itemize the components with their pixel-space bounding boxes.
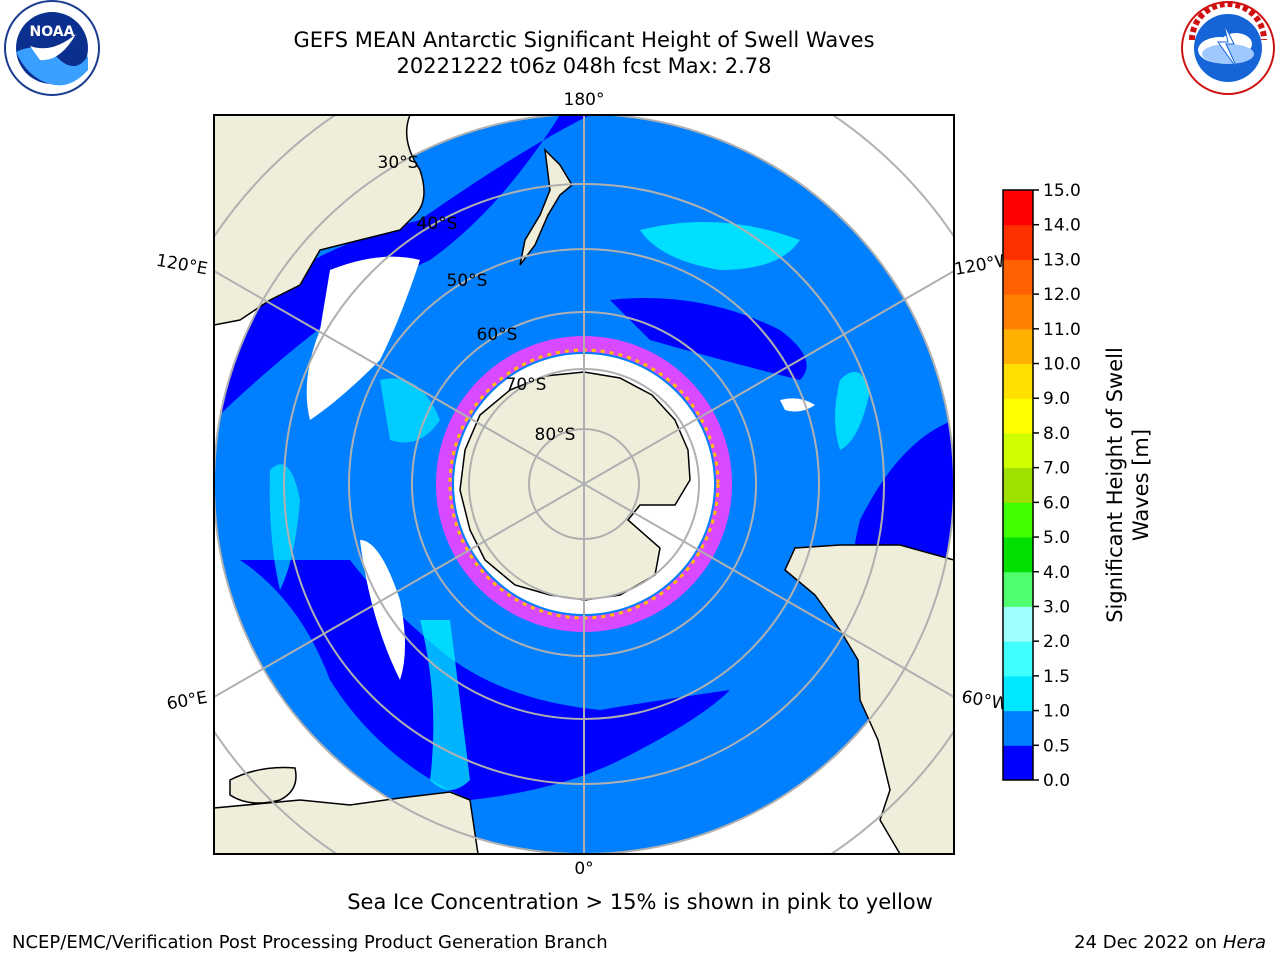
lat-label-50s: 50°S bbox=[447, 271, 488, 291]
colorbar-swatch bbox=[1003, 224, 1033, 260]
lat-label-40s: 40°S bbox=[417, 214, 458, 234]
no-data-patch bbox=[306, 256, 420, 420]
lon-label-180: 180° bbox=[564, 90, 605, 110]
graticule bbox=[214, 115, 954, 854]
colorbar-label-line1: Significant Height of Swell bbox=[1103, 347, 1127, 623]
madagascar-land bbox=[229, 766, 297, 804]
colorbar-swatch bbox=[1003, 190, 1033, 226]
colorbar-swatch bbox=[1003, 745, 1033, 781]
colorbar-tick-label: 11.0 bbox=[1043, 320, 1081, 340]
colorbar-tick-label: 4.0 bbox=[1043, 563, 1070, 583]
colorbar-tick-label: 1.5 bbox=[1043, 667, 1070, 687]
colorbar-swatch bbox=[1003, 432, 1033, 469]
colorbar-swatch bbox=[1003, 259, 1033, 295]
colorbar-tick-label: 12.0 bbox=[1043, 285, 1081, 305]
chart-title: GEFS MEAN Antarctic Significant Height o… bbox=[293, 28, 875, 52]
colorbar-tick-label: 5.0 bbox=[1043, 528, 1070, 548]
footer-date-text: 24 Dec 2022 on bbox=[1074, 932, 1218, 953]
colorbar-ticks: 0.0 0.5 1.0 1.5 2.0 3.0 4.0 5.0 6.0 7.0 8.0 9.0 10.0… bbox=[1033, 181, 1081, 791]
colorbar-swatch bbox=[1003, 398, 1033, 434]
map-frame bbox=[213, 114, 955, 855]
lat-label-60s: 60°S bbox=[477, 325, 518, 345]
lon-label-120e: 120°E bbox=[155, 251, 209, 280]
colorbar-swatch bbox=[1003, 675, 1033, 712]
colorbar-tick-label: 6.0 bbox=[1043, 493, 1070, 513]
swell-band-high bbox=[640, 222, 800, 270]
colorbar-swatch bbox=[1003, 606, 1033, 642]
colorbar-frame bbox=[1002, 189, 1034, 781]
colorbar: 0.0 0.5 1.0 1.5 2.0 3.0 4.0 5.0 6.0 7.0 8.0 9.0 10.0… bbox=[1002, 181, 1153, 791]
lat-label-70s: 70°S bbox=[506, 375, 547, 395]
colorbar-tick-label: 1.0 bbox=[1043, 702, 1070, 722]
colorbar-tick-label: 0.5 bbox=[1043, 736, 1070, 756]
colorbar-swatches bbox=[1003, 190, 1033, 781]
footer-date: 24 Dec 2022 on Hera bbox=[1074, 932, 1266, 953]
footer-host: Hera bbox=[1222, 932, 1266, 953]
noaa-logo: NOAA bbox=[4, 0, 100, 96]
colorbar-swatch bbox=[1003, 294, 1033, 330]
lon-label-60e: 60°E bbox=[165, 688, 209, 715]
colorbar-tick-label: 7.0 bbox=[1043, 459, 1070, 479]
colorbar-label-line2: Waves [m] bbox=[1129, 429, 1153, 541]
antarctica-land bbox=[459, 371, 691, 601]
footer-credit: NCEP/EMC/Verification Post Processing Pr… bbox=[12, 932, 608, 953]
colorbar-tick-label: 8.0 bbox=[1043, 424, 1070, 444]
colorbar-swatch bbox=[1003, 641, 1033, 677]
colorbar-tick-label: 10.0 bbox=[1043, 355, 1081, 375]
colorbar-tick-label: 14.0 bbox=[1043, 216, 1081, 236]
colorbar-swatch bbox=[1003, 537, 1033, 573]
colorbar-tick-label: 13.0 bbox=[1043, 250, 1081, 270]
sea-ice-note: Sea Ice Concentration > 15% is shown in … bbox=[347, 890, 933, 914]
chart-subtitle: 20221222 t06z 048h fcst Max: 2.78 bbox=[396, 54, 772, 78]
lat-label-30s: 30°S bbox=[378, 153, 419, 173]
colorbar-swatch bbox=[1003, 467, 1033, 503]
colorbar-tick-label: 0.0 bbox=[1043, 771, 1070, 791]
colorbar-swatch bbox=[1003, 710, 1033, 746]
colorbar-tick-label: 2.0 bbox=[1043, 632, 1070, 652]
colorbar-tick-label: 3.0 bbox=[1043, 597, 1070, 617]
colorbar-tick-label: 9.0 bbox=[1043, 389, 1070, 409]
colorbar-swatch bbox=[1003, 502, 1033, 538]
colorbar-tick-label: 15.0 bbox=[1043, 181, 1081, 201]
colorbar-swatch bbox=[1003, 363, 1033, 399]
lat-label-80s: 80°S bbox=[535, 425, 576, 445]
colorbar-swatch bbox=[1003, 571, 1033, 607]
lon-label-0: 0° bbox=[574, 859, 593, 879]
noaa-logo-text: NOAA bbox=[30, 24, 75, 40]
nws-logo bbox=[1181, 1, 1275, 95]
colorbar-swatch bbox=[1003, 328, 1033, 365]
